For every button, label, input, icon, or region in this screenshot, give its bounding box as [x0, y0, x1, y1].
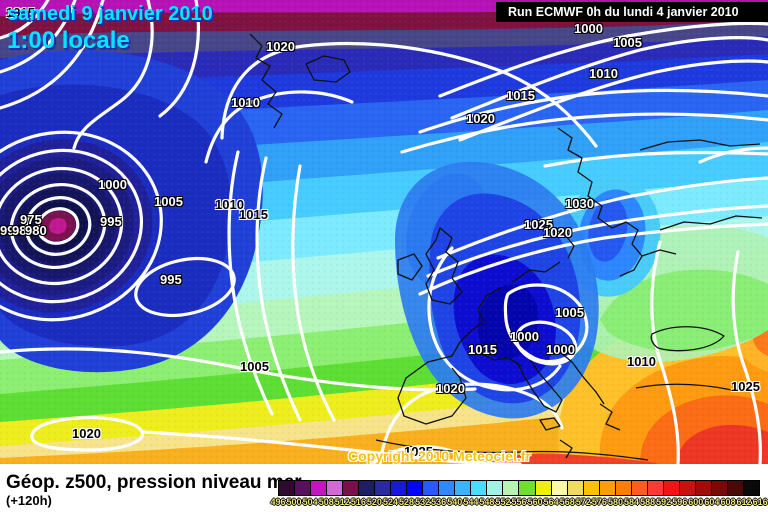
scale-value: 524	[382, 497, 398, 507]
scale-value: 504	[302, 497, 318, 507]
scale-color-box	[535, 481, 552, 495]
scale-value: 532	[415, 497, 431, 507]
scale-color-box	[327, 481, 344, 495]
scale-value: 540	[447, 497, 463, 507]
scale-values: 496 500 504 508 512 516 520 524 528 532 536 540 544 5…	[270, 497, 767, 509]
scale-value: 496	[270, 497, 286, 507]
scale-value: 576	[591, 497, 607, 507]
scale-color-box	[455, 481, 472, 495]
scale-value: 508	[318, 497, 334, 507]
scale-value: 612	[736, 497, 752, 507]
scale-value: 584	[624, 497, 640, 507]
model-run-info: Run ECMWF 0h du lundi 4 janvier 2010	[496, 2, 768, 22]
scale-color-box	[679, 481, 696, 495]
scale-color-box	[439, 481, 456, 495]
scale-value: 556	[511, 497, 527, 507]
scale-value: 572	[575, 497, 591, 507]
copyright-text: Copyright 2010 Meteociel.fr	[348, 448, 531, 464]
scale-color-box	[359, 481, 376, 495]
scale-color-box	[279, 481, 296, 495]
scale-color-box	[631, 481, 648, 495]
scale-color-box	[503, 481, 520, 495]
map-title: Géop. z500, pression niveau mer	[6, 472, 302, 493]
scale-value: 520	[366, 497, 382, 507]
scale-value: 512	[334, 497, 350, 507]
scale-boxes	[278, 480, 760, 496]
scale-value: 536	[431, 497, 447, 507]
scale-color-box	[519, 481, 536, 495]
scale-value: 596	[672, 497, 688, 507]
scale-color-box	[695, 481, 712, 495]
scale-value: 560	[527, 497, 543, 507]
scale-value: 568	[559, 497, 575, 507]
forecast-time: 1:00 locale	[7, 27, 130, 54]
scale-value: 564	[543, 497, 559, 507]
legend-bar: Géop. z500, pression niveau mer (+120h) …	[0, 464, 768, 512]
geopotential-field-graphic	[0, 0, 768, 464]
scale-color-box	[423, 481, 440, 495]
scale-value: 500	[286, 497, 302, 507]
scale-value: 616	[752, 497, 768, 507]
scale-color-box	[407, 481, 424, 495]
scale-color-box	[647, 481, 664, 495]
scale-color-box	[487, 481, 504, 495]
scale-value: 548	[479, 497, 495, 507]
scale-color-box	[471, 481, 488, 495]
scale-value: 608	[720, 497, 736, 507]
scale-color-box	[391, 481, 408, 495]
scale-value: 580	[607, 497, 623, 507]
scale-value: 592	[656, 497, 672, 507]
scale-color-box	[663, 481, 680, 495]
scale-value: 600	[688, 497, 704, 507]
scale-color-box	[743, 481, 759, 495]
scale-color-box	[295, 481, 312, 495]
scale-value: 588	[640, 497, 656, 507]
scale-color-box	[311, 481, 328, 495]
weather-map-canvas: 1015 1020 1000 1005 1010 1010 1015 1020 1000 1005…	[0, 0, 768, 464]
scale-color-box	[599, 481, 616, 495]
scale-value: 552	[495, 497, 511, 507]
scale-value: 528	[399, 497, 415, 507]
scale-value: 544	[463, 497, 479, 507]
scale-value: 516	[350, 497, 366, 507]
scale-color-box	[343, 481, 360, 495]
scale-color-box	[551, 481, 568, 495]
scale-color-box	[583, 481, 600, 495]
forecast-date: samedi 9 janvier 2010	[7, 3, 213, 25]
scale-color-box	[375, 481, 392, 495]
scale-color-box	[711, 481, 728, 495]
scale-color-box	[727, 481, 744, 495]
scale-value: 604	[704, 497, 720, 507]
scale-color-box	[567, 481, 584, 495]
lead-time: (+120h)	[6, 493, 52, 508]
forecast-datetime: samedi 9 janvier 2010 1:00 locale	[7, 3, 213, 55]
scale-color-box	[615, 481, 632, 495]
color-scale: 496 500 504 508 512 516 520 524 528 532 536 540 544 5…	[270, 480, 768, 510]
